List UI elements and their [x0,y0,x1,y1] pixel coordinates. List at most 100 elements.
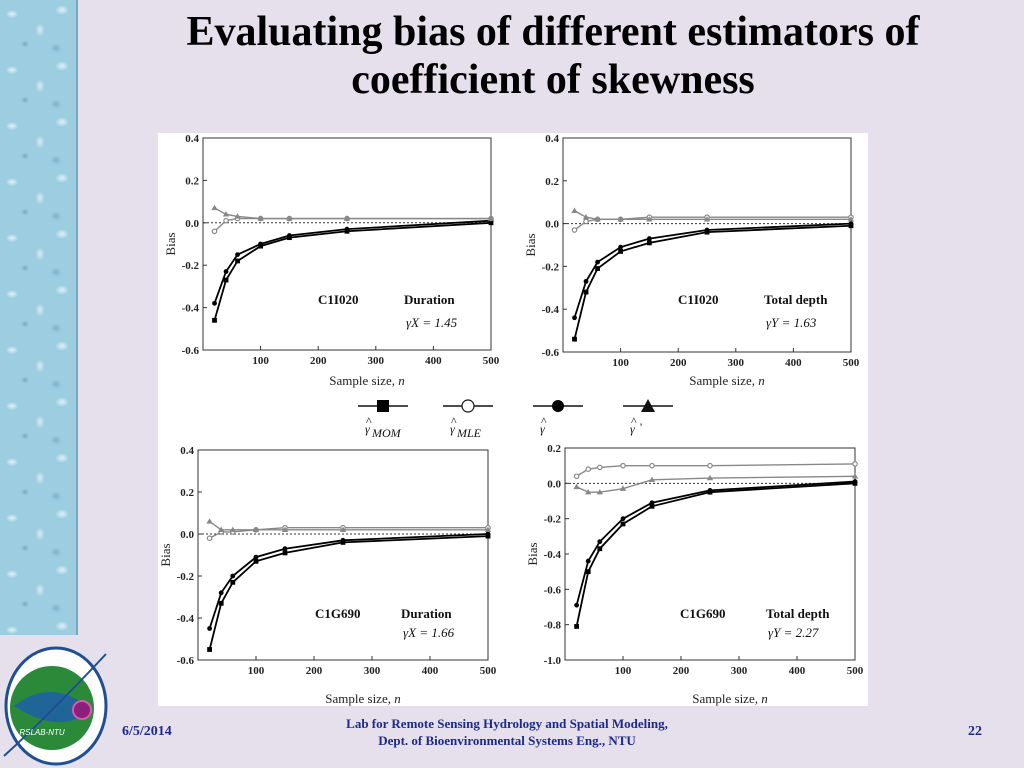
data-point-hat [595,259,600,265]
variable-label: Duration [401,606,452,621]
station-label: C1I020 [678,292,718,307]
variable-label: Duration [404,292,455,307]
y-tick-label: -0.4 [182,303,200,315]
legend-label-prime-mark: ' [640,420,642,434]
footer-lab-line-1: Lab for Remote Sensing Hydrology and Spa… [346,716,668,731]
y-tick-label: 0.2 [545,176,559,188]
data-point-mom [223,277,229,283]
x-tick-label: 200 [670,357,687,369]
data-point-prime [211,204,218,211]
data-point-hat [707,488,713,493]
data-point-mle [583,218,589,225]
y-axis-label: Bias [158,543,173,566]
data-point-prime [286,215,293,221]
data-point-mle [223,217,229,224]
x-tick-label: 400 [785,357,802,369]
y-tick-label: 0.4 [185,133,199,145]
data-point-mle [596,464,603,471]
skewness-label: γY = 1.63 [766,315,817,330]
data-point-mle [571,227,578,233]
x-tick-label: 200 [310,355,327,367]
legend-marker-mle [461,399,475,413]
x-tick-label: 300 [368,355,385,367]
plot-frame [197,449,489,661]
data-point-mle [206,535,213,542]
y-tick-label: 0.4 [180,445,194,457]
rslab-logo: RSLAB-NTU [3,646,108,766]
x-axis-label-n: n [394,691,401,706]
legend-label-prime-hat: ^ [631,414,637,428]
logo-text: RSLAB-NTU [19,728,65,737]
data-point-mom [207,647,212,652]
data-point-hat [253,554,259,560]
x-tick-label: 500 [483,355,500,367]
data-point-hat [223,269,229,274]
data-point-hat [485,531,491,537]
footer-lab-name: Lab for Remote Sensing Hydrology and Spa… [262,715,752,749]
data-point-prime [252,526,260,532]
series-line-prime [214,207,491,220]
data-point-mom [218,600,224,606]
skewness-label: γY = 2.27 [768,625,819,640]
data-point-hat [258,241,263,247]
data-point-prime [484,526,492,532]
data-point-hat [207,626,212,631]
x-tick-label: 400 [425,355,442,367]
series-line-prime [209,520,488,531]
x-axis-label-n: n [398,373,405,388]
data-point-prime [596,488,603,495]
station-label: C1G690 [680,606,726,621]
y-tick-label: -0.2 [544,514,562,526]
data-point-hat [848,221,854,226]
x-axis-label: Sample size, n [692,691,767,706]
data-point-hat [340,537,346,543]
data-point-mle [707,462,713,469]
data-point-hat [585,558,591,564]
data-point-prime [594,216,601,222]
data-point-hat [574,602,579,608]
y-tick-label: -0.2 [542,261,560,273]
y-tick-label: -1.0 [544,655,562,667]
x-tick-label: 100 [615,665,632,677]
y-axis-label: Bias [163,232,178,255]
skewness-label: γX = 1.66 [403,625,455,640]
logo-satellite [72,700,92,720]
y-tick-label: 0.0 [547,478,561,490]
bias-figure-svg: 0.4 0.2 0.0 -0.2 -0.4 -0.6 100 200 300 400 500 Samp… [158,133,864,706]
legend-marker-hat [552,400,564,412]
legend-label-mom-gamma: γ [365,422,370,436]
page-number: 22 [968,724,982,739]
x-tick-label: 500 [480,665,497,677]
legend-label-prime-gamma: γ [630,422,635,436]
slide-title: Evaluating bias of different estimators … [88,8,1018,104]
data-point-mom [647,240,652,246]
data-point-mom [235,258,240,264]
chart-legend: γ^MOM γ^MLE γ^γ^ ' [358,399,673,440]
footer-date: 6/5/2014 [122,724,172,739]
x-tick-label: 300 [728,357,745,369]
x-axis-label-n: n [761,691,768,706]
data-point-prime [648,476,656,482]
x-tick-label: 100 [252,355,269,367]
logo-orbit [3,653,107,757]
x-axis-label-n: n [758,373,765,388]
data-point-mom [572,336,577,342]
data-point-prime [582,213,590,220]
x-tick-label: 100 [612,357,629,369]
data-point-prime [619,485,627,491]
x-tick-label: 200 [306,665,323,677]
legend-marker-prime [641,399,655,412]
data-point-mom [585,569,591,575]
data-point-mom [583,289,589,295]
x-axis-label: Sample size, n [329,373,404,388]
variable-label: Total depth [766,606,830,621]
legend-label-mom-subscript: MOM [371,426,402,440]
data-point-mle [649,462,655,469]
decorative-water-strip [0,0,78,635]
title-line-2: coefficient of skewness [351,57,755,103]
data-point-hat [618,244,623,250]
y-tick-label: 0.0 [545,219,559,231]
series-line-hat [575,480,856,606]
y-tick-label: -0.6 [182,345,200,357]
data-point-hat [852,479,858,484]
